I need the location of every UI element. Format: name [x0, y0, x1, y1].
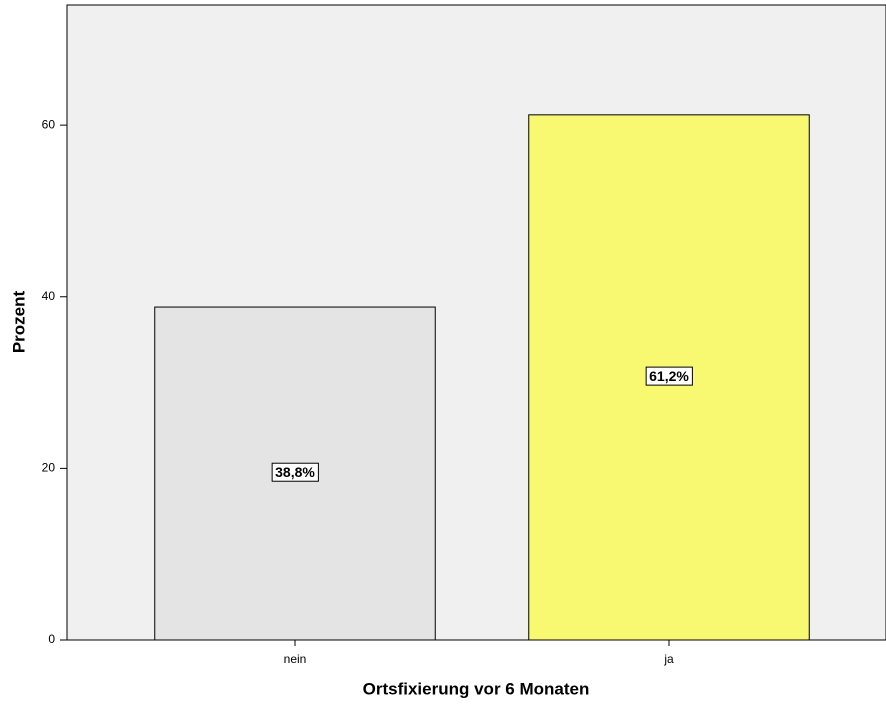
- y-tick-label: 60: [42, 117, 56, 131]
- data-label: 38,8%: [275, 464, 315, 480]
- data-label: 61,2%: [649, 368, 689, 384]
- y-axis-label: Prozent: [9, 290, 28, 353]
- y-tick-label: 20: [42, 461, 56, 475]
- data-label-box: [645, 366, 693, 386]
- x-axis-label: Ortsfixierung vor 6 Monaten: [363, 679, 590, 698]
- y-tick-label: 40: [42, 289, 56, 303]
- x-tick-label: nein: [284, 652, 307, 666]
- y-tick-label: 0: [48, 632, 55, 646]
- data-label-box: [271, 462, 319, 482]
- x-tick-label: ja: [663, 652, 674, 666]
